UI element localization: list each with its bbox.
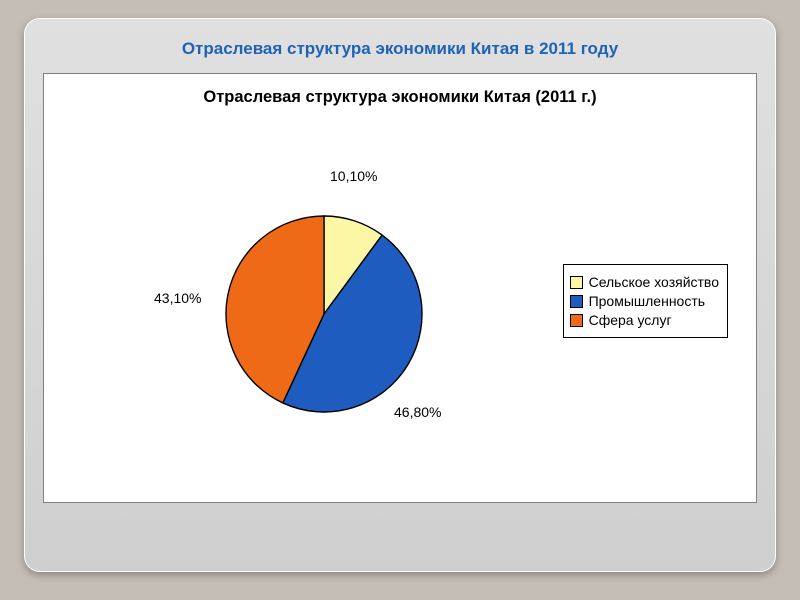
- chart-title: Отраслевая структура экономики Китая (20…: [44, 88, 756, 107]
- legend-swatch-1: [570, 295, 583, 308]
- chart-panel: Отраслевая структура экономики Китая (20…: [43, 73, 757, 503]
- slide-card: Отраслевая структура экономики Китая в 2…: [24, 18, 776, 572]
- legend-text-1: Промышленность: [589, 293, 705, 309]
- slide-background: Отраслевая структура экономики Китая в 2…: [0, 0, 800, 600]
- pie-label-0: 10,10%: [330, 168, 377, 184]
- legend-text-0: Сельское хозяйство: [589, 274, 719, 290]
- legend-text-2: Сфера услуг: [589, 312, 672, 328]
- pie-label-2: 43,10%: [154, 290, 201, 306]
- legend-swatch-2: [570, 314, 583, 327]
- pie-label-1: 46,80%: [394, 404, 441, 420]
- legend-swatch-0: [570, 276, 583, 289]
- legend-item-2: Сфера услуг: [570, 312, 719, 328]
- slide-title: Отраслевая структура экономики Китая в 2…: [43, 39, 757, 59]
- legend-item-0: Сельское хозяйство: [570, 274, 719, 290]
- pie-chart: [224, 214, 424, 414]
- chart-legend: Сельское хозяйство Промышленность Сфера …: [563, 264, 728, 338]
- pie-svg: [224, 214, 424, 414]
- legend-item-1: Промышленность: [570, 293, 719, 309]
